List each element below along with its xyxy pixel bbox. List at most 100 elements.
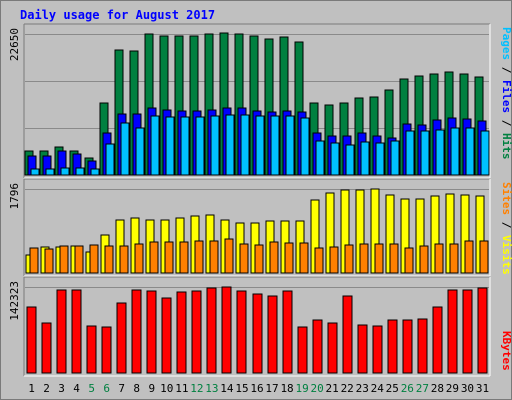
x-tick-label-day-28: 28: [431, 382, 444, 395]
bar-hits-pages-day-4: [75, 167, 85, 176]
bar-visits-sites-day-23: [359, 243, 369, 274]
bar-visits-sites-day-14: [224, 238, 234, 274]
bar-kbytes-kbytes-day-24: [372, 325, 383, 374]
bar-kbytes-kbytes-day-2: [41, 322, 52, 374]
bar-hits-pages-day-21: [330, 142, 340, 176]
bar-hits-pages-day-31: [480, 130, 490, 176]
bar-kbytes-kbytes-day-31: [477, 287, 488, 374]
x-tick-label-day-6: 6: [103, 382, 110, 395]
bar-visits-sites-day-26: [404, 247, 414, 274]
x-tick-label-day-10: 10: [160, 382, 173, 395]
bar-kbytes-kbytes-day-26: [402, 319, 413, 374]
bar-kbytes-kbytes-day-11: [176, 291, 187, 374]
bar-kbytes-kbytes-day-9: [146, 290, 157, 374]
x-tick-label-day-5: 5: [88, 382, 95, 395]
legend-pages: Pages: [500, 27, 512, 60]
bar-visits-sites-day-16: [254, 244, 264, 274]
x-tick-label-day-18: 18: [280, 382, 293, 395]
bar-hits-pages-day-20: [315, 140, 325, 176]
x-tick-label-day-2: 2: [43, 382, 50, 395]
bar-hits-pages-day-26: [405, 130, 415, 176]
bar-hits-pages-day-15: [240, 114, 250, 176]
bar-kbytes-kbytes-day-28: [432, 306, 443, 374]
bar-kbytes-kbytes-day-27: [417, 318, 428, 374]
x-tick-label-day-25: 25: [386, 382, 399, 395]
x-tick-label-day-15: 15: [235, 382, 248, 395]
bar-hits-pages-day-24: [375, 142, 385, 176]
x-tick-label-day-7: 7: [118, 382, 125, 395]
bar-visits-sites-day-28: [434, 243, 444, 274]
x-tick-label-day-31: 31: [476, 382, 489, 395]
bar-hits-pages-day-29: [450, 127, 460, 176]
bar-visits-sites-day-7: [119, 245, 129, 274]
panel-hits: 22650 Pages / Files / Hits: [8, 23, 512, 179]
x-tick-label-day-1: 1: [28, 382, 35, 395]
x-tick-label-day-22: 22: [341, 382, 354, 395]
bar-hits-pages-day-23: [360, 141, 370, 176]
bar-visits-sites-day-22: [344, 244, 354, 274]
bar-visits-sites-day-5: [89, 244, 99, 274]
bar-hits-pages-day-12: [195, 116, 205, 176]
bar-kbytes-kbytes-day-23: [357, 324, 368, 374]
bar-hits-pages-day-2: [45, 168, 55, 176]
panel-kbytes: 142323 KBytes: [8, 276, 512, 377]
bar-kbytes-kbytes-day-6: [101, 326, 112, 374]
bar-kbytes-kbytes-day-14: [221, 286, 232, 374]
bar-visits-sites-day-11: [179, 241, 189, 274]
bar-hits-pages-day-1: [30, 168, 40, 176]
bar-hits-pages-day-3: [60, 167, 70, 176]
x-tick-label-day-20: 20: [311, 382, 324, 395]
bar-kbytes-kbytes-day-17: [267, 295, 278, 374]
bar-hits-pages-day-11: [180, 116, 190, 176]
bar-visits-sites-day-12: [194, 240, 204, 274]
bar-kbytes-kbytes-day-7: [116, 302, 127, 374]
bar-visits-sites-day-24: [374, 243, 384, 274]
panel-kbytes-max-label: 142323: [8, 281, 21, 321]
bar-hits-pages-day-30: [465, 127, 475, 176]
bar-visits-sites-day-9: [149, 241, 159, 274]
x-tick-label-day-27: 27: [416, 382, 429, 395]
bar-visits-sites-day-10: [164, 241, 174, 274]
x-tick-label-day-30: 30: [461, 382, 474, 395]
x-tick-label-day-26: 26: [401, 382, 414, 395]
x-axis-labels: 1 2 3 4 5 6 7 8 9 10 11 12 13 14 15 16 17 18 19 20 21 22 23 24 2…: [28, 382, 489, 395]
legend-separator: /: [500, 60, 512, 80]
bar-visits-sites-day-17: [269, 241, 279, 274]
bar-kbytes-kbytes-day-25: [387, 319, 398, 374]
x-tick-label-day-8: 8: [133, 382, 140, 395]
panels-layer: 22650 Pages / Files / Hits 1796 Sites / Vis…: [8, 23, 512, 377]
bar-visits-sites-day-25: [389, 243, 399, 274]
bar-hits-pages-day-17: [270, 115, 280, 176]
bar-kbytes-kbytes-day-5: [86, 325, 97, 374]
legend-separator: /: [500, 113, 512, 133]
bar-kbytes-kbytes-day-13: [206, 287, 217, 374]
bar-kbytes-kbytes-day-30: [462, 289, 473, 374]
bar-visits-sites-day-31: [479, 240, 489, 274]
bar-hits-pages-day-16: [255, 115, 265, 176]
x-tick-label-day-24: 24: [371, 382, 385, 395]
x-tick-label-day-11: 11: [175, 382, 188, 395]
bar-visits-sites-day-21: [329, 246, 339, 274]
bar-visits-sites-day-27: [419, 245, 429, 274]
bar-hits-pages-day-14: [225, 114, 235, 176]
panel-kbytes-legend: KBytes: [500, 331, 512, 371]
x-tick-label-day-23: 23: [356, 382, 369, 395]
bar-visits-sites-day-1: [29, 247, 39, 274]
bar-hits-pages-day-25: [390, 140, 400, 176]
bar-visits-sites-day-6: [104, 245, 114, 274]
x-tick-label-day-19: 19: [295, 382, 308, 395]
bar-kbytes-kbytes-day-1: [26, 306, 37, 374]
x-tick-label-day-29: 29: [446, 382, 459, 395]
x-tick-label-day-3: 3: [58, 382, 65, 395]
legend-kbytes: KBytes: [500, 331, 512, 371]
x-tick-label-day-4: 4: [73, 382, 80, 395]
legend-visits: Visits: [500, 235, 512, 275]
bar-hits-pages-day-7: [120, 122, 130, 176]
bar-hits-pages-day-22: [345, 144, 355, 176]
bar-hits-pages-day-9: [150, 115, 160, 176]
x-tick-label-day-9: 9: [148, 382, 155, 395]
bar-visits-sites-day-2: [44, 248, 54, 274]
legend-separator: /: [500, 215, 512, 235]
bar-kbytes-kbytes-day-18: [282, 290, 293, 374]
